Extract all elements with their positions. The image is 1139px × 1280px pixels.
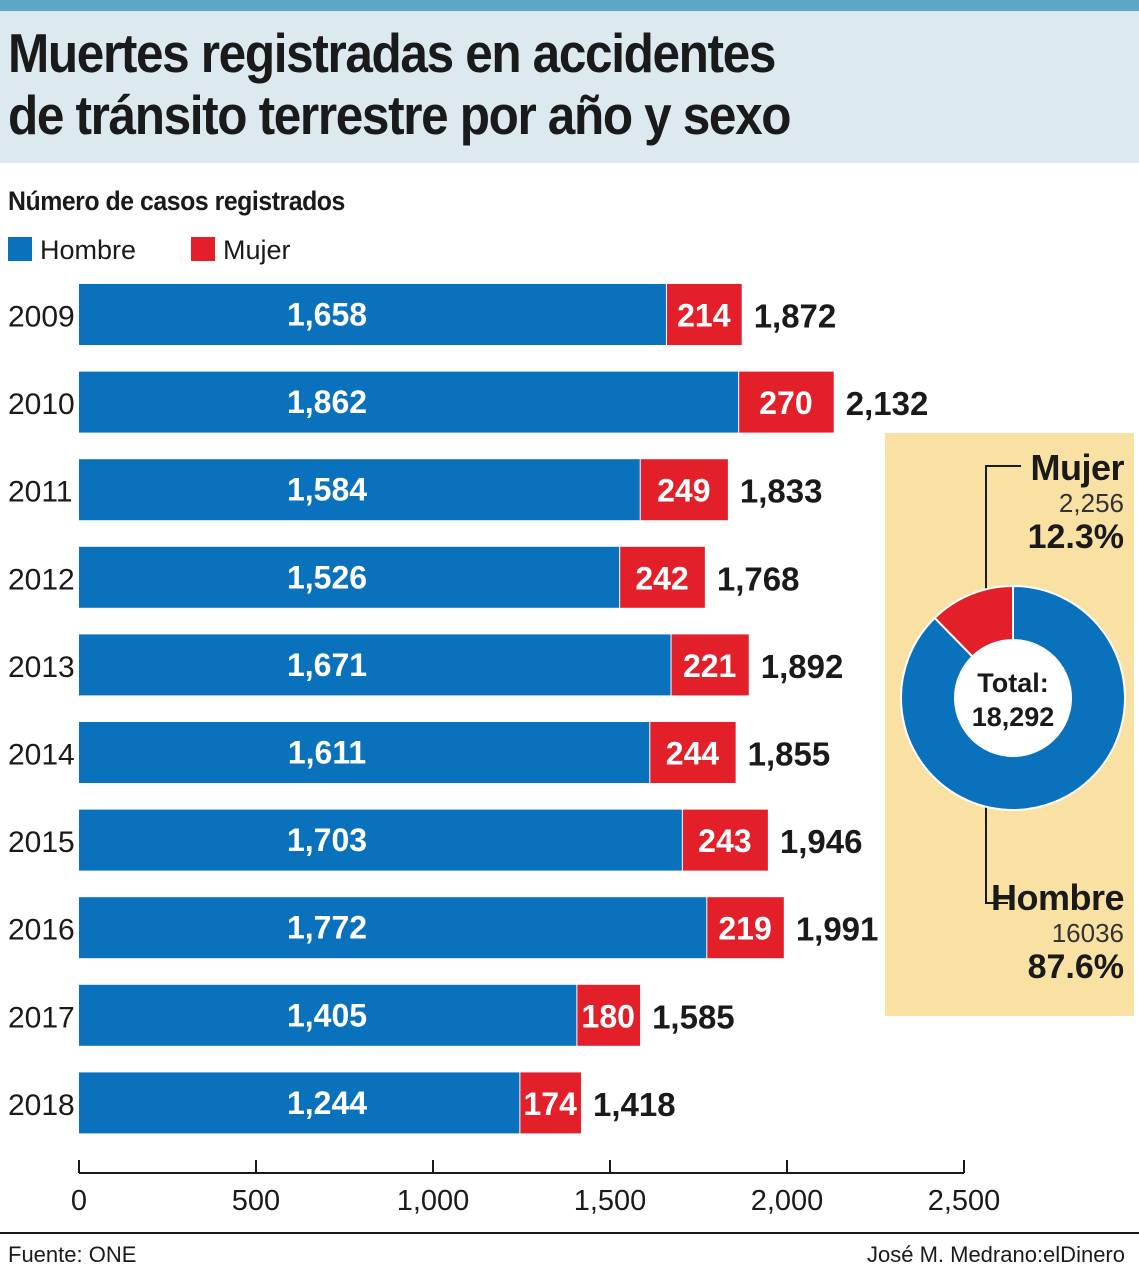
bar-label-mujer: 221 <box>683 648 736 684</box>
chart-title-line-1: Muertes registradas en accidentes <box>8 22 776 84</box>
bar-total-label: 1,872 <box>754 298 837 335</box>
bar-mujer <box>671 634 749 696</box>
y-tick-label: 2017 <box>8 1001 75 1034</box>
mujer-connector-line <box>985 465 1021 593</box>
bar-label-hombre: 1,772 <box>287 910 367 946</box>
bar-mujer <box>520 1072 581 1134</box>
bar-label-hombre: 1,862 <box>287 384 367 420</box>
bar-hombre <box>79 984 577 1046</box>
y-tick-label: 2016 <box>8 914 75 947</box>
y-tick-label: 2015 <box>8 826 75 859</box>
bar-total-label: 1,946 <box>780 823 863 860</box>
bar-hombre <box>79 722 650 783</box>
x-tick-label: 2,000 <box>751 1185 824 1217</box>
footer-divider <box>0 1232 1139 1234</box>
hombre-connector-line <box>985 805 1008 904</box>
bar-mujer <box>707 897 784 959</box>
bar-total-label: 1,855 <box>748 736 831 773</box>
top-accent-bar <box>0 0 1139 11</box>
y-tick-label: 2010 <box>8 388 75 421</box>
bar-hombre <box>79 459 640 521</box>
bar-hombre <box>79 284 666 345</box>
donut-hole <box>955 640 1071 756</box>
bar-mujer <box>640 459 728 521</box>
legend-swatch-mujer <box>191 237 215 261</box>
donut-hombre-name: Hombre <box>990 877 1125 918</box>
x-tick-label: 1,500 <box>574 1185 647 1217</box>
bar-label-hombre: 1,405 <box>287 997 367 1033</box>
donut-mujer-name: Mujer <box>1030 447 1124 488</box>
y-tick-label: 2014 <box>8 739 75 772</box>
bar-label-hombre: 1,671 <box>287 647 367 683</box>
bar-mujer <box>666 284 742 345</box>
legend-label-hombre: Hombre <box>40 235 137 265</box>
title-banner <box>0 11 1139 163</box>
donut-center-total: 18,292 <box>972 702 1055 732</box>
bar-label-mujer: 214 <box>677 298 731 334</box>
y-tick-label: 2018 <box>8 1089 75 1122</box>
bar-label-mujer: 180 <box>582 998 635 1034</box>
y-tick-label: 2011 <box>8 476 73 509</box>
bar-hombre <box>79 371 739 433</box>
bar-label-mujer: 244 <box>666 736 720 772</box>
donut-mujer-percent: 12.3% <box>1027 518 1124 556</box>
bar-hombre <box>79 809 682 871</box>
legend-item-hombre: Hombre <box>8 233 136 267</box>
donut-panel: Total: 18,292 Mujer 2,256 12.3% Hombre 16… <box>885 433 1134 1016</box>
stacked-bar-chart: 2009 1,658 214 1,872 2010 1,862 270 2,132 2011 1,… <box>8 284 1001 1217</box>
author-credit: José M. Medrano:elDinero <box>866 1242 1125 1267</box>
bar-label-hombre: 1,703 <box>287 822 367 858</box>
bar-label-mujer: 174 <box>523 1086 577 1122</box>
bar-mujer <box>577 984 641 1046</box>
legend-item-mujer: Mujer <box>191 233 291 267</box>
donut-mujer-count: 2,256 <box>1058 488 1124 518</box>
y-tick-label: 2012 <box>8 563 75 596</box>
bar-total-label: 1,892 <box>761 648 844 685</box>
bar-total-label: 1,991 <box>796 911 879 948</box>
bar-label-hombre: 1,584 <box>287 472 367 508</box>
bar-label-hombre: 1,658 <box>287 297 367 333</box>
y-tick-label: 2013 <box>8 651 75 684</box>
legend-swatch-hombre <box>8 237 32 261</box>
donut-label-mujer: Mujer 2,256 12.3% <box>1027 447 1125 556</box>
bar-mujer <box>650 722 736 783</box>
bar-total-label: 1,585 <box>652 998 735 1035</box>
source-note: Fuente: ONE <box>8 1242 137 1267</box>
x-tick-label: 500 <box>232 1185 280 1217</box>
bar-label-mujer: 249 <box>657 473 710 509</box>
donut-chart: Total: 18,292 <box>900 465 1126 904</box>
bar-label-mujer: 219 <box>718 911 771 947</box>
bar-mujer <box>739 371 834 433</box>
y-tick-label: 2009 <box>8 301 75 334</box>
bar-label-mujer: 243 <box>698 823 751 859</box>
donut-label-hombre: Hombre 16036 87.6% <box>990 877 1125 986</box>
x-tick-label: 2,500 <box>928 1185 1001 1217</box>
bar-label-mujer: 242 <box>635 560 688 596</box>
chart-title: Muertes registradas en accidentes de trá… <box>8 22 1016 146</box>
bar-hombre <box>79 1072 520 1134</box>
bar-label-hombre: 1,244 <box>287 1085 367 1121</box>
legend-label-mujer: Mujer <box>223 235 291 265</box>
bar-mujer <box>620 546 705 608</box>
bar-hombre <box>79 897 707 959</box>
donut-hombre-count: 16036 <box>1051 918 1124 948</box>
donut-center-label: Total: <box>977 668 1048 698</box>
bar-mujer <box>682 809 768 871</box>
bar-label-mujer: 270 <box>759 385 812 421</box>
bar-total-label: 1,833 <box>740 473 823 510</box>
bar-hombre <box>79 546 620 608</box>
bar-total-label: 1,768 <box>717 560 800 597</box>
bar-label-hombre: 1,526 <box>287 559 367 595</box>
x-tick-label: 0 <box>71 1185 87 1217</box>
bar-label-hombre: 1,611 <box>288 735 366 771</box>
chart-title-line-2: de tránsito terrestre por año y sexo <box>8 84 792 146</box>
bar-total-label: 2,132 <box>846 385 929 422</box>
x-tick-label: 1,000 <box>397 1185 470 1217</box>
bar-hombre <box>79 634 671 696</box>
donut-hombre-percent: 87.6% <box>1027 948 1124 986</box>
bar-total-label: 1,418 <box>593 1086 676 1123</box>
chart-subtitle: Número de casos registrados <box>8 186 345 216</box>
